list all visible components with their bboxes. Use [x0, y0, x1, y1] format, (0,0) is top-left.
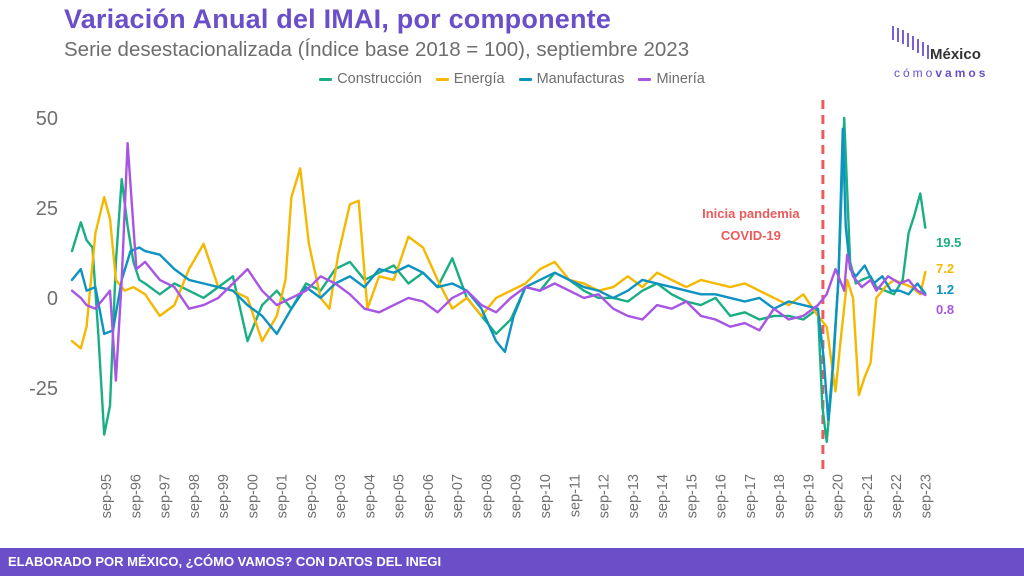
x-tick-label: sep-07 — [450, 474, 466, 518]
legend-label-mineria: Minería — [656, 71, 705, 87]
x-tick-label: sep-21 — [860, 474, 876, 518]
legend-label-manufacturas: Manufacturas — [536, 71, 625, 87]
pandemic-annotation-line1: Inicia pandemia — [702, 206, 800, 221]
legend-item-mineria[interactable]: Minería — [638, 71, 705, 87]
y-tick-label: 25 — [36, 198, 58, 220]
mexico-como-vamos-logo: México cómovamos — [888, 22, 1008, 82]
x-tick-label: sep-16 — [714, 474, 730, 518]
series-line-manufacturas — [70, 127, 927, 422]
x-tick-label: sep-03 — [333, 474, 349, 518]
x-tick-label: sep-19 — [801, 474, 817, 518]
legend-swatch-manufacturas — [518, 77, 532, 81]
logo-bars-icon — [892, 26, 929, 59]
x-tick-label: sep-04 — [362, 474, 378, 518]
footer-credit: ELABORADO POR MÉXICO, ¿CÓMO VAMOS? CON D… — [0, 548, 1024, 576]
x-tick-label: sep-12 — [597, 474, 613, 518]
y-tick-label: 50 — [36, 108, 58, 130]
line-chart: 50 25 0 -25 sep-95 sep-96 sep-97 sep-98 sep-99 se… — [29, 100, 961, 518]
logo-word-mexico: México — [930, 46, 981, 63]
x-tick-label: sep-02 — [304, 474, 320, 518]
y-tick-label: -25 — [29, 378, 58, 400]
x-tick-label: sep-01 — [275, 474, 291, 518]
x-tick-label: sep-98 — [187, 474, 203, 518]
chart-legend: Construcción Energía Manufacturas Minerí… — [0, 71, 1024, 87]
end-label-manufacturas: 1.2 — [936, 282, 954, 297]
chart-title: Variación Anual del IMAI, por componente — [64, 4, 612, 34]
x-tick-label: sep-23 — [918, 474, 934, 518]
end-label-energia: 7.2 — [936, 261, 954, 276]
x-tick-label: sep-17 — [743, 474, 759, 518]
x-tick-label: sep-11 — [567, 474, 583, 517]
x-tick-label: sep-15 — [684, 474, 700, 518]
series-line-construccion — [70, 116, 927, 443]
legend-item-construccion[interactable]: Construcción — [319, 71, 422, 87]
x-tick-label: sep-22 — [889, 474, 905, 518]
x-tick-label: sep-18 — [772, 474, 788, 518]
legend-label-construccion: Construcción — [337, 71, 422, 87]
x-tick-label: sep-09 — [509, 474, 525, 518]
x-tick-label: sep-99 — [216, 474, 232, 518]
x-tick-label: sep-13 — [626, 474, 642, 518]
legend-swatch-construccion — [319, 77, 333, 81]
end-label-construccion: 19.5 — [936, 235, 961, 250]
x-tick-label: sep-05 — [392, 474, 408, 518]
x-tick-label: sep-06 — [421, 474, 437, 518]
end-label-mineria: 0.8 — [936, 302, 954, 317]
pandemic-annotation-line2: COVID-19 — [721, 228, 781, 243]
logo-word-como: cómo — [894, 66, 936, 80]
series-line-mineria — [70, 142, 927, 382]
series-line-energia — [70, 167, 927, 397]
legend-label-energia: Energía — [453, 71, 505, 87]
x-tick-label: sep-14 — [655, 474, 671, 518]
x-tick-label: sep-00 — [245, 474, 261, 518]
legend-swatch-mineria — [638, 77, 652, 81]
x-tick-label: sep-96 — [128, 474, 144, 518]
y-tick-label: 0 — [47, 288, 58, 310]
x-tick-label: sep-95 — [99, 474, 115, 518]
x-tick-label: sep-10 — [538, 474, 554, 518]
x-tick-label: sep-08 — [479, 474, 495, 518]
legend-swatch-energia — [435, 77, 449, 81]
legend-item-manufacturas[interactable]: Manufacturas — [518, 71, 625, 87]
logo-word-como-vamos: cómovamos — [894, 66, 988, 80]
logo-word-vamos: vamos — [935, 66, 989, 80]
x-tick-label: sep-20 — [831, 474, 847, 518]
legend-item-energia[interactable]: Energía — [435, 71, 505, 87]
x-tick-label: sep-97 — [158, 474, 174, 518]
chart-subtitle: Serie desestacionalizada (Índice base 20… — [64, 38, 690, 61]
